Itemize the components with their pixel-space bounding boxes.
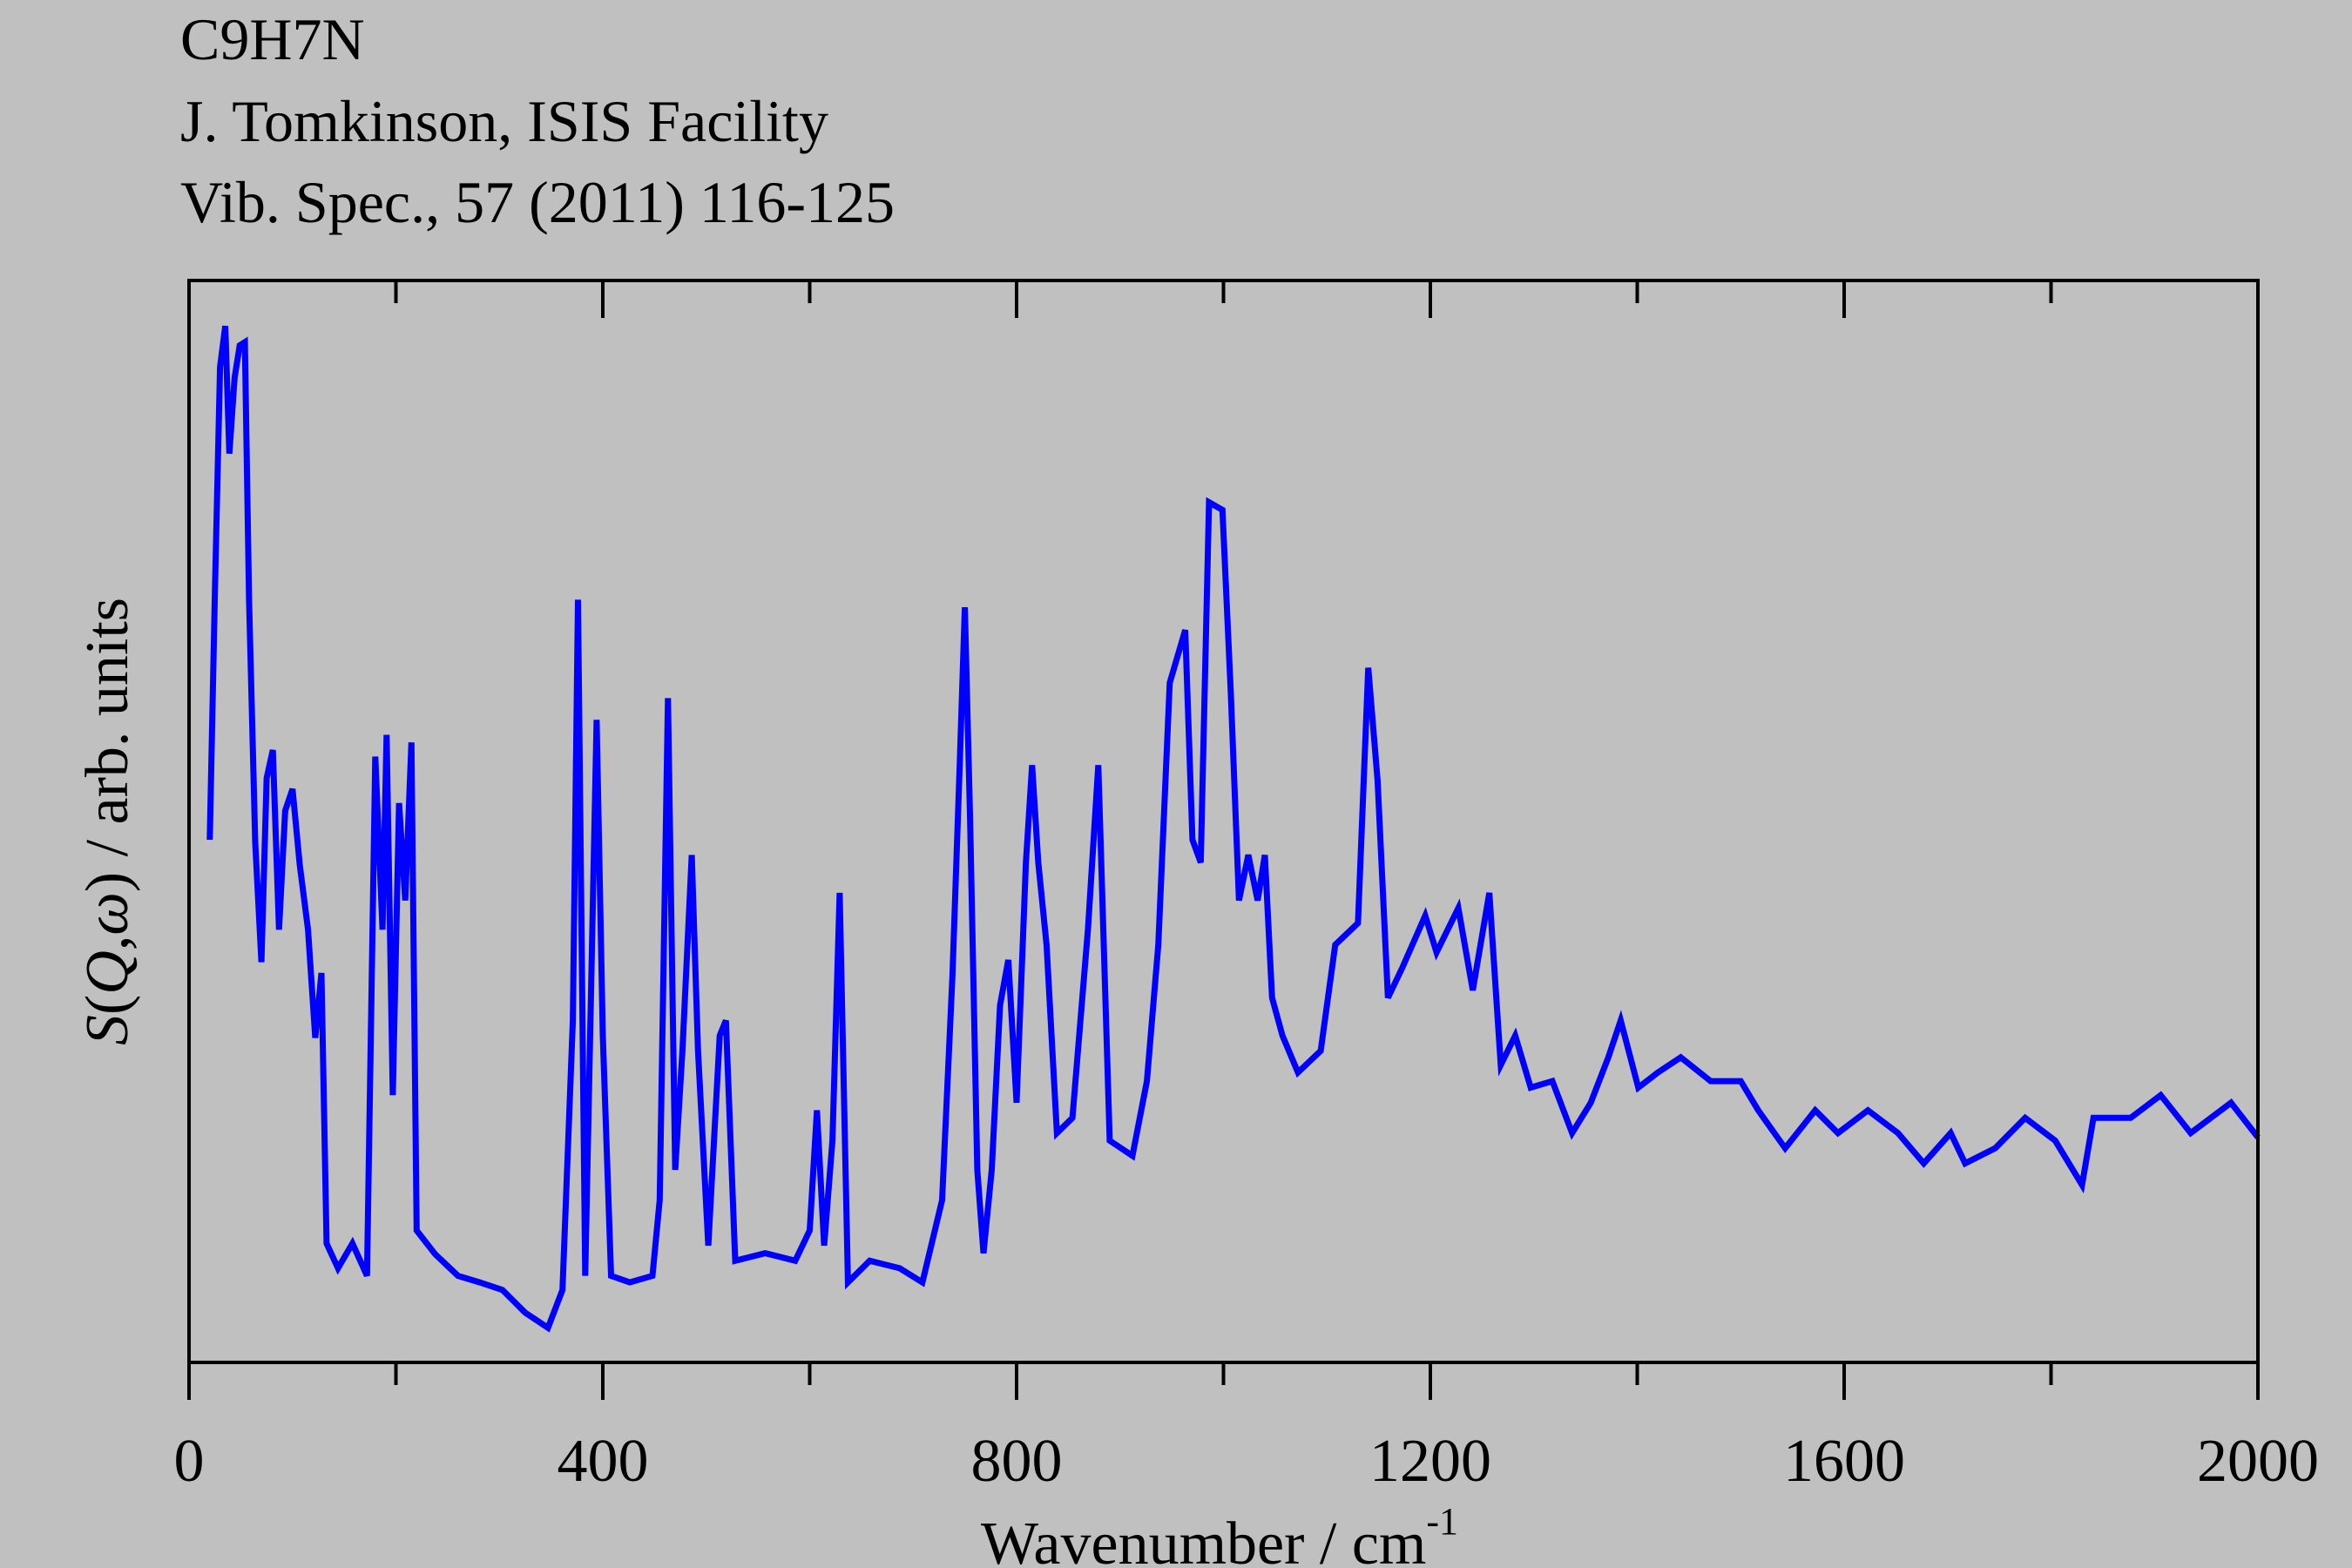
y-axis-label-part: / arb. units xyxy=(74,598,141,872)
x-tick-label: 800 xyxy=(971,1428,1063,1495)
x-axis-label-sup: -1 xyxy=(1426,1500,1458,1543)
title-line: J. Tomkinson, ISIS Facility xyxy=(180,88,828,154)
x-axis-label-main: Wavenumber / cm xyxy=(981,1511,1426,1568)
x-tick-label: 2000 xyxy=(2197,1428,2319,1495)
x-tick-label: 1600 xyxy=(1783,1428,1905,1495)
x-axis-label: Wavenumber / cm-1 xyxy=(981,1500,1458,1568)
y-axis-label-part: ω xyxy=(74,892,141,935)
title-line: Vib. Spec., 57 (2011) 116-125 xyxy=(180,169,895,235)
y-axis-label-part: ( xyxy=(74,995,141,1015)
y-axis-label-part: ) xyxy=(74,872,141,892)
y-axis-label-part: Q xyxy=(74,950,141,995)
x-tick-label: 0 xyxy=(174,1428,205,1495)
title-line: C9H7N xyxy=(180,6,365,72)
x-tick-label: 400 xyxy=(558,1428,649,1495)
y-axis-label-part: , xyxy=(74,936,141,951)
x-tick-label: 1200 xyxy=(1369,1428,1491,1495)
spectrum-line xyxy=(206,325,2261,1333)
y-axis-label-part: S xyxy=(74,1015,141,1045)
y-axis-label: S(Q,ω) / arb. units xyxy=(74,598,141,1045)
